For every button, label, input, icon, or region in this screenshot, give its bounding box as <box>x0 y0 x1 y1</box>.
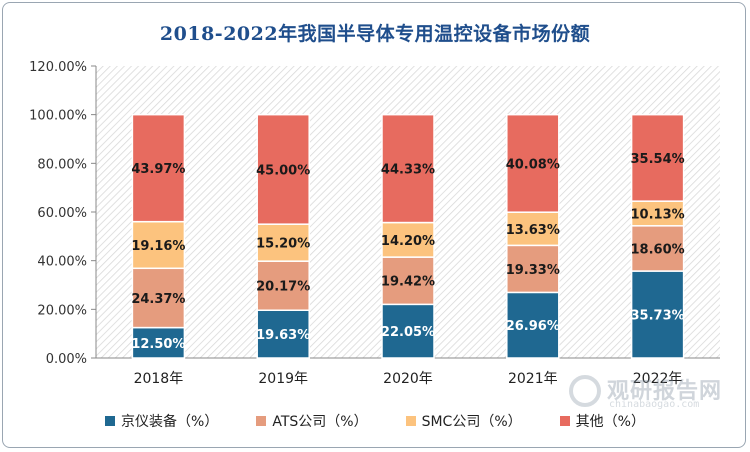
data-label: 10.13% <box>631 207 685 222</box>
watermark-logo-icon <box>569 375 601 407</box>
watermark-url: chinabaogao.com <box>609 399 700 410</box>
data-label: 20.17% <box>256 280 310 295</box>
bar-segment <box>256 223 310 262</box>
legend-label: ATS公司（%） <box>272 414 368 430</box>
data-label: 26.96% <box>506 319 560 334</box>
x-tick-label: 2018年 <box>134 371 184 387</box>
data-label: 22.05% <box>381 325 435 340</box>
stacked-bar-chart: 0.00% 20.00% 40.00% 60.00% 80.00% 100.00% 120.… <box>29 60 720 387</box>
data-label: 19.33% <box>506 263 560 278</box>
bar-segment <box>381 221 435 258</box>
data-label: 45.00% <box>256 163 310 178</box>
x-tick-label: 2020年 <box>383 371 433 387</box>
legend-swatch <box>405 416 416 426</box>
y-tick-label: 40.00% <box>37 255 87 270</box>
bar-segment <box>381 113 435 224</box>
legend-item: 其他（%） <box>559 411 645 431</box>
data-label: 18.60% <box>631 242 685 257</box>
x-tick-label: 2021年 <box>508 371 558 387</box>
legend-label: 京仪装备（%） <box>121 414 219 430</box>
data-label: 35.54% <box>631 152 685 167</box>
legend-item: SMC公司（%） <box>405 411 522 431</box>
y-tick-label: 80.00% <box>37 157 87 172</box>
chart-title: 2018-2022年我国半导体专用温控设备市场份额 <box>159 23 591 45</box>
bar-segment <box>131 267 186 329</box>
chart-frame: 2018-2022年我国半导体专用温控设备市场份额 0.00% 20.00% 40.… <box>2 2 746 448</box>
data-label: 19.42% <box>381 275 435 290</box>
legend-swatch <box>559 416 570 426</box>
bar-segment <box>630 113 685 202</box>
bar-segment <box>506 113 560 213</box>
bar-segment <box>256 113 310 225</box>
y-tick-label: 60.00% <box>37 206 87 221</box>
legend: 京仪装备（%） ATS公司（%） SMC公司（%） 其他（%） <box>3 411 745 431</box>
data-label: 14.20% <box>381 234 435 249</box>
y-tick-label: 100.00% <box>29 109 87 124</box>
bar-segment <box>630 270 685 359</box>
legend-label: 其他（%） <box>575 414 645 430</box>
x-tick-label: 2019年 <box>258 371 308 387</box>
data-label: 12.50% <box>131 337 185 352</box>
data-label: 15.20% <box>256 237 310 252</box>
bar-segment <box>256 260 310 311</box>
bar-segment <box>131 326 186 359</box>
data-label: 24.37% <box>131 292 185 307</box>
bar-segment <box>131 113 186 223</box>
bar-segment <box>381 256 435 306</box>
bar-segment <box>630 200 685 227</box>
legend-label: SMC公司（%） <box>421 414 522 430</box>
bar-segment <box>630 225 685 272</box>
data-label: 13.63% <box>506 223 560 238</box>
y-tick-label: 0.00% <box>46 352 87 367</box>
data-label: 35.73% <box>631 309 685 324</box>
data-label: 40.08% <box>506 157 560 172</box>
bar-segment <box>131 220 186 270</box>
bar-segment <box>256 309 310 359</box>
data-label: 44.33% <box>381 163 435 178</box>
legend-swatch <box>105 416 116 426</box>
x-tick-label: 2022年 <box>633 371 683 387</box>
bar-segment <box>506 291 560 359</box>
bar-segment <box>506 244 560 294</box>
data-label: 43.97% <box>131 162 185 177</box>
legend-item: ATS公司（%） <box>256 411 368 431</box>
legend-swatch <box>256 416 267 426</box>
data-label: 19.16% <box>131 239 185 254</box>
watermark-text: 观研报告网 <box>607 379 723 404</box>
y-tick-label: 20.00% <box>37 303 87 318</box>
data-label: 19.63% <box>256 328 310 343</box>
y-tick-label: 120.00% <box>29 60 87 75</box>
legend-item: 京仪装备（%） <box>105 411 218 431</box>
watermark: 观研报告网 chinabaogao.com <box>563 373 743 413</box>
bar-segment <box>381 303 435 359</box>
